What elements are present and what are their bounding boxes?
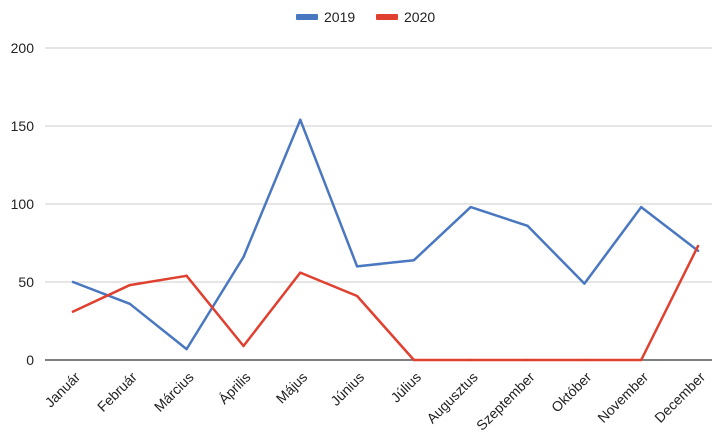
data-point-2020 (242, 344, 245, 348)
data-point-2020 (355, 294, 359, 298)
x-tick-label: Május (273, 369, 311, 407)
data-point-2019 (71, 280, 75, 284)
data-point-2020 (71, 310, 75, 313)
data-point-2020 (469, 358, 472, 362)
data-point-2019 (469, 205, 472, 209)
data-point-2020 (128, 283, 132, 287)
x-tick-label: Március (151, 369, 197, 415)
data-point-2020 (583, 358, 586, 362)
x-tick-label: Április (215, 369, 253, 407)
data-point-2020 (526, 358, 529, 362)
y-tick-label: 50 (18, 274, 34, 290)
data-point-2020 (696, 244, 700, 248)
data-point-2019 (299, 118, 302, 121)
data-point-2019 (128, 302, 132, 306)
series-line-2020 (71, 244, 700, 362)
data-point-2020 (412, 358, 416, 362)
y-tick-label: 200 (11, 40, 35, 56)
x-tick-label: Január (42, 369, 84, 411)
x-tick-label: Június (327, 369, 367, 409)
y-tick-label: 150 (11, 118, 35, 134)
gridlines (45, 47, 712, 361)
legend-swatch-2019 (296, 14, 318, 20)
x-tick-label: Szeptember (473, 369, 538, 433)
x-tick-label: November (594, 369, 651, 426)
legend-swatch-2020 (376, 14, 398, 20)
data-point-2019 (583, 282, 586, 285)
x-tick-label: Február (94, 369, 140, 415)
data-point-2019 (355, 265, 359, 268)
series-line-2019 (71, 118, 700, 351)
x-tick-label: Augusztus (423, 369, 481, 427)
y-axis-tick-labels: 0 50 100 150 200 (11, 40, 35, 368)
x-tick-label: Október (548, 369, 595, 416)
data-point-2019 (185, 347, 188, 351)
data-point-2020 (639, 358, 643, 362)
data-point-2020 (185, 274, 188, 277)
y-tick-label: 0 (26, 352, 34, 368)
data-point-2019 (412, 258, 416, 262)
y-tick-label: 100 (11, 196, 35, 212)
data-point-2019 (639, 205, 643, 209)
series-lines (71, 118, 700, 362)
data-point-2019 (242, 255, 245, 259)
legend-label-2019: 2019 (324, 9, 355, 25)
legend-label-2020: 2020 (404, 9, 435, 25)
data-point-2020 (299, 271, 302, 274)
legend: 2019 2020 (296, 9, 435, 25)
x-tick-label: December (651, 369, 708, 426)
data-point-2019 (696, 249, 700, 252)
x-tick-label: Július (387, 369, 424, 406)
x-axis-tick-labels: Január Február Március Április Május Június Jú… (42, 369, 709, 434)
data-point-2019 (526, 224, 529, 228)
